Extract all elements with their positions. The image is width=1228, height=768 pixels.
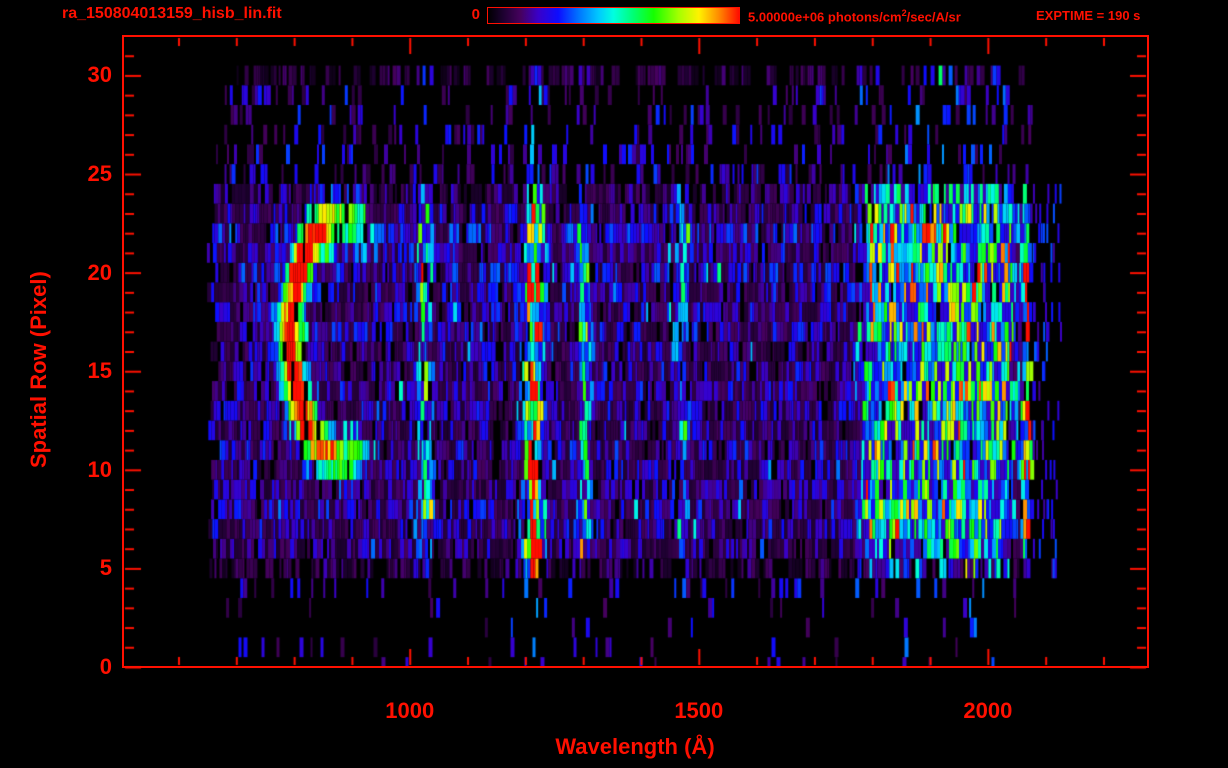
exptime-label: EXPTIME = 190 s: [1036, 8, 1141, 23]
x-axis-tick-label: 2000: [963, 698, 1013, 723]
x-axis-title: Wavelength (Å): [555, 734, 715, 759]
y-axis-tick-label: 25: [87, 161, 112, 187]
y-axis-tick-label: 30: [87, 62, 112, 88]
colorbar-units-pre: photons/cm: [824, 9, 902, 25]
x-axis-tick-label: 1000: [385, 698, 435, 723]
y-axis-tick-label: 0: [99, 654, 112, 679]
colorbar-max-label: 5.00000e+06 photons/cm2/sec/A/sr: [748, 8, 961, 24]
colorbar-max-value: 5.00000e+06: [748, 9, 825, 25]
colorbar-units-superscript: 2: [901, 8, 907, 18]
y-axis-title: Spatial Row (Pixel): [26, 271, 51, 468]
plot-frame: [122, 35, 1149, 668]
plot-title: ra_150804013159_hisb_lin.fit: [62, 5, 282, 22]
y-axis-tick-label: 15: [87, 358, 112, 384]
y-axis-tick-label: 10: [87, 456, 112, 482]
y-axis-tick-label: 5: [99, 555, 112, 581]
colorbar-units-post: /sec/A/sr: [906, 9, 961, 25]
x-axis-tick-label: 1500: [674, 698, 724, 723]
y-axis-tick-label: 20: [87, 259, 112, 285]
colorbar: [487, 7, 740, 24]
colorbar-min-label: 0: [471, 6, 480, 23]
